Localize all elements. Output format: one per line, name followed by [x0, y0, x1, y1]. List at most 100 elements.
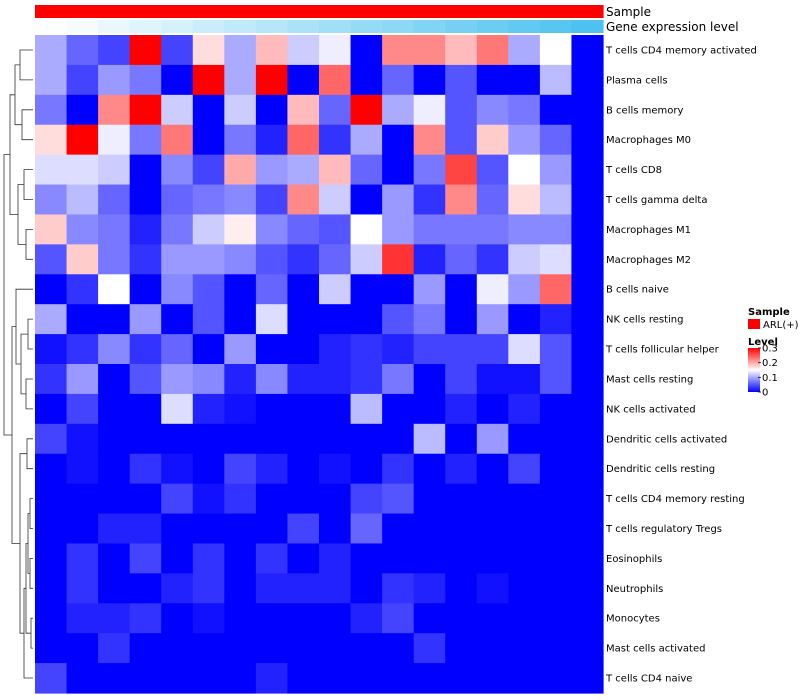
heatmap-cell	[192, 393, 225, 425]
annotation-label-sample: Sample	[606, 5, 651, 19]
heatmap-cell	[508, 35, 541, 66]
heatmap-cell	[192, 663, 225, 694]
heatmap-cell	[255, 483, 289, 515]
row-label: T cells CD4 naive	[605, 674, 692, 685]
heatmap-cell	[350, 154, 383, 186]
heatmap-cell	[319, 154, 352, 186]
heatmap-cell	[476, 274, 509, 305]
heatmap-cell	[224, 423, 257, 455]
heatmap-cell	[413, 603, 446, 634]
heatmap-cell	[192, 603, 225, 634]
heatmap-cell	[255, 304, 289, 335]
heatmap-cell	[382, 154, 415, 186]
heatmap-cell	[350, 423, 383, 455]
heatmap-cell	[476, 393, 509, 425]
legend-tick-label: 0.2	[762, 358, 778, 369]
heatmap-cell	[508, 94, 541, 126]
heatmap-cell	[350, 483, 383, 515]
heatmap-cell	[98, 453, 131, 485]
heatmap-cell	[66, 573, 99, 604]
heatmap-cell	[319, 334, 352, 365]
heatmap-cell	[35, 633, 68, 664]
heatmap-cell	[476, 334, 509, 365]
heatmap-cell	[98, 483, 131, 515]
heatmap-cell	[382, 393, 415, 425]
heatmap-cell	[66, 633, 99, 664]
heatmap-cell	[66, 483, 99, 515]
heatmap-cell	[129, 483, 162, 515]
heatmap-cell	[413, 214, 446, 245]
heatmap-cell	[508, 483, 541, 515]
heatmap-cell	[129, 334, 162, 365]
heatmap-cell	[66, 64, 99, 96]
dendrogram-branch	[29, 498, 33, 529]
heatmap-cell	[382, 94, 415, 126]
expression-annotation-cell	[413, 20, 446, 33]
heatmap-cell	[350, 633, 383, 664]
heatmap-cell	[161, 334, 194, 365]
expression-annotation-cell	[287, 20, 320, 33]
heatmap-cell	[350, 334, 383, 365]
heatmap-cell	[413, 244, 446, 275]
heatmap-cell	[66, 334, 99, 365]
heatmap-cell	[508, 184, 541, 216]
heatmap-cell	[350, 453, 383, 485]
heatmap-cell	[476, 603, 509, 634]
heatmap-cell	[571, 214, 604, 245]
heatmap-cell	[287, 214, 320, 245]
heatmap-cell	[413, 393, 446, 425]
heatmap-cell	[445, 304, 478, 335]
heatmap-cell	[129, 364, 162, 395]
heatmap-cell	[539, 603, 573, 634]
row-label: T cells regulatory Tregs	[605, 524, 722, 535]
legend-sample-swatch	[748, 319, 760, 329]
legend-tick-label: 0.1	[762, 373, 778, 384]
heatmap-cell	[476, 543, 509, 574]
heatmap-cell	[382, 513, 415, 545]
heatmap-cell	[445, 35, 478, 66]
legend-level-title: Level	[748, 337, 778, 348]
heatmap-cell	[66, 453, 99, 485]
heatmap-cell	[382, 453, 415, 485]
heatmap-cell	[224, 663, 257, 694]
heatmap-cell	[287, 274, 320, 305]
heatmap-cell	[224, 94, 257, 126]
heatmap-cell	[508, 274, 541, 305]
heatmap-cell	[319, 35, 352, 66]
heatmap-cell	[382, 334, 415, 365]
row-label: T cells CD4 memory resting	[605, 494, 745, 505]
heatmap-cell	[571, 274, 604, 305]
heatmap-cell	[539, 334, 573, 365]
heatmap-cell	[508, 304, 541, 335]
heatmap-cell	[192, 483, 225, 515]
row-label: Macrophages M0	[606, 135, 691, 146]
heatmap-cell	[413, 64, 446, 96]
heatmap-cell	[161, 393, 194, 425]
heatmap-cell	[539, 304, 573, 335]
heatmap-cell	[129, 393, 162, 425]
sample-annotation-cell	[350, 5, 383, 18]
heatmap-cell	[66, 244, 99, 275]
heatmap-cell	[161, 244, 194, 275]
heatmap-cell	[129, 453, 162, 485]
heatmap-cell	[129, 603, 162, 634]
heatmap-cell	[255, 543, 289, 574]
heatmap-cell	[129, 513, 162, 545]
heatmap-cell	[66, 214, 99, 245]
row-label: Mast cells resting	[606, 375, 693, 386]
heatmap-cell	[224, 154, 257, 186]
heatmap-cell	[35, 513, 68, 545]
dendrogram-branch	[25, 378, 33, 410]
heatmap-cell	[571, 393, 604, 425]
dendrogram-branch	[27, 318, 33, 350]
heatmap-cell	[539, 64, 573, 96]
heatmap-cell	[508, 573, 541, 604]
heatmap-cell	[319, 423, 352, 455]
heatmap-cell	[98, 35, 131, 66]
row-label: Macrophages M1	[606, 225, 691, 236]
heatmap-cell	[129, 543, 162, 574]
heatmap-cell	[192, 513, 225, 545]
heatmap-cell	[66, 154, 99, 186]
heatmap-cell	[476, 483, 509, 515]
